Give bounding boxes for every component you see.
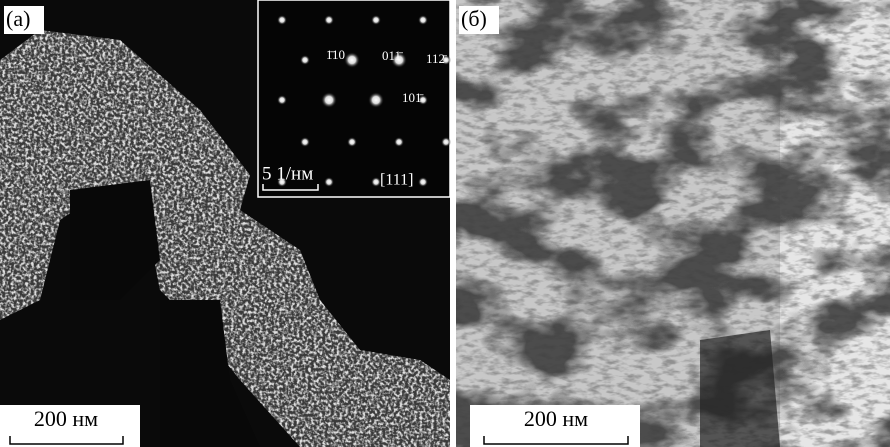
diffraction-spot	[300, 137, 310, 147]
diffraction-spot	[371, 15, 381, 25]
diffraction-spot	[347, 137, 357, 147]
diffraction-spot	[324, 15, 334, 25]
diffraction-spot	[368, 92, 384, 108]
spot-label: 112̄	[426, 51, 447, 66]
panel-label: (а)	[6, 6, 30, 31]
spot-label: 011̄	[382, 48, 403, 63]
inset-scale-label: 5 1/нм	[262, 163, 313, 184]
page: (а) (б) 1̄10 011̄ 112̄ 101̄ 5 1/нм [111]…	[0, 0, 890, 447]
diffraction-spot	[418, 177, 428, 187]
diffraction-spot	[277, 15, 287, 25]
zone-axis: [111]	[380, 172, 413, 189]
spot-label: 1̄10	[326, 47, 345, 62]
diffraction-spot	[324, 177, 334, 187]
diffraction-spot	[344, 52, 360, 68]
figure: (а) (б) 1̄10 011̄ 112̄ 101̄ 5 1/нм [111]…	[0, 0, 890, 447]
panel-b-image	[456, 0, 890, 447]
diffraction-spot	[321, 92, 337, 108]
diffraction-spot	[394, 137, 404, 147]
panel-label: (б)	[461, 6, 487, 31]
diffraction-spot	[418, 15, 428, 25]
spot-label: 101̄	[402, 90, 424, 105]
scale-label: 200 нм	[34, 406, 98, 431]
diffraction-spot	[300, 55, 310, 65]
diffraction-spot	[441, 137, 451, 147]
scale-label: 200 нм	[524, 406, 588, 431]
diffraction-spot	[277, 95, 287, 105]
